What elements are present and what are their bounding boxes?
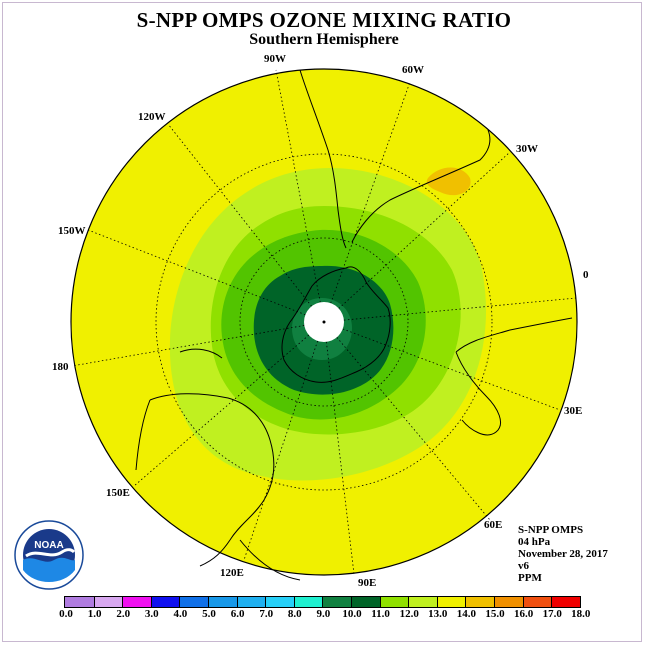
colorbar-swatch [236, 597, 266, 607]
colorbar-swatch [551, 597, 580, 607]
colorbar-tick-label: 10.0 [342, 608, 362, 620]
colorbar-swatch [493, 597, 523, 607]
lon-label-150w: 150W [58, 225, 86, 237]
colorbar-tick-label: 1.0 [87, 608, 102, 620]
info-instrument: S-NPP OMPS [518, 524, 584, 536]
colorbar [64, 596, 581, 608]
lon-label-90w: 90W [264, 53, 286, 65]
coastlines [135, 69, 573, 581]
colorbar-tick-label: 6.0 [230, 608, 245, 620]
info-level: 04 hPa [518, 536, 551, 548]
colorbar-swatch [207, 597, 237, 607]
colorbar-tick-label: 9.0 [316, 608, 331, 620]
info-block: S-NPP OMPS 04 hPa November 28, 2017 v6 P… [518, 524, 608, 584]
colorbar-swatch [465, 597, 494, 607]
colorbar-tick-label: 16.0 [513, 608, 534, 620]
lon-label-150e: 150E [106, 487, 130, 499]
colorbar-tick-label: 14.0 [456, 608, 477, 620]
colorbar-swatch [150, 597, 180, 607]
colorbar-tick-label: 18.0 [571, 608, 591, 620]
info-units: PPM [518, 572, 542, 584]
colorbar-tick-label: 3.0 [144, 608, 159, 620]
colorbar-ticks: 0.0 1.0 2.0 3.0 4.0 5.0 6.0 7.0 8.0 9.0 10.0 11.0 12… [0, 608, 648, 622]
colorbar-swatch [93, 597, 123, 607]
info-version: v6 [518, 560, 529, 572]
colorbar-tick-label: 17.0 [542, 608, 562, 620]
lon-label-90e: 90E [358, 577, 376, 589]
lon-label-60w: 60W [402, 64, 424, 76]
lon-label-30e: 30E [564, 405, 582, 417]
graticule [71, 69, 577, 575]
colorbar-tick-label: 8.0 [287, 608, 302, 620]
colorbar-swatch [379, 597, 409, 607]
colorbar-swatch [293, 597, 323, 607]
colorbar-tick-label: 7.0 [259, 608, 274, 620]
colorbar-swatch [65, 597, 94, 607]
colorbar-swatch [179, 597, 208, 607]
colorbar-swatch [322, 597, 351, 607]
figure-title: S-NPP OMPS OZONE MIXING RATIO [136, 8, 512, 32]
colorbar-swatch [265, 597, 294, 607]
colorbar-tick-label: 5.0 [202, 608, 216, 620]
lon-label-60e: 60E [484, 519, 502, 531]
figure-frame [2, 2, 642, 642]
colorbar-tick-label: 11.0 [371, 608, 390, 620]
lon-label-30w: 30W [516, 143, 538, 155]
lon-label-0: 0 [583, 269, 589, 281]
noaa-logo: NOAA [14, 520, 84, 590]
colorbar-tick-label: 13.0 [428, 608, 448, 620]
colorbar-tick-label: 4.0 [173, 608, 188, 620]
colorbar-tick-label: 2.0 [116, 608, 131, 620]
colorbar-swatch [350, 597, 380, 607]
colorbar-swatch [122, 597, 151, 607]
pole-dots [322, 320, 326, 324]
colorbar-swatch [436, 597, 466, 607]
colorbar-swatch [408, 597, 437, 607]
colorbar-tick-label: 12.0 [399, 608, 419, 620]
longitude-labels: 90W 60W 30W 0 30E 60E 90E 120E 150E 180 … [52, 53, 589, 589]
info-date: November 28, 2017 [518, 548, 608, 560]
lon-label-120e: 120E [220, 567, 244, 579]
colorbar-tick-label: 15.0 [485, 608, 505, 620]
band-14-15 [426, 167, 471, 196]
lon-label-180: 180 [52, 361, 69, 373]
map-boundary [70, 68, 578, 576]
figure-subtitle: Southern Hemisphere [249, 31, 399, 48]
noaa-logo-text: NOAA [34, 540, 63, 551]
lon-label-120w: 120W [138, 111, 166, 123]
colorbar-swatch [522, 597, 552, 607]
colorbar-tick-label: 0.0 [59, 608, 73, 620]
